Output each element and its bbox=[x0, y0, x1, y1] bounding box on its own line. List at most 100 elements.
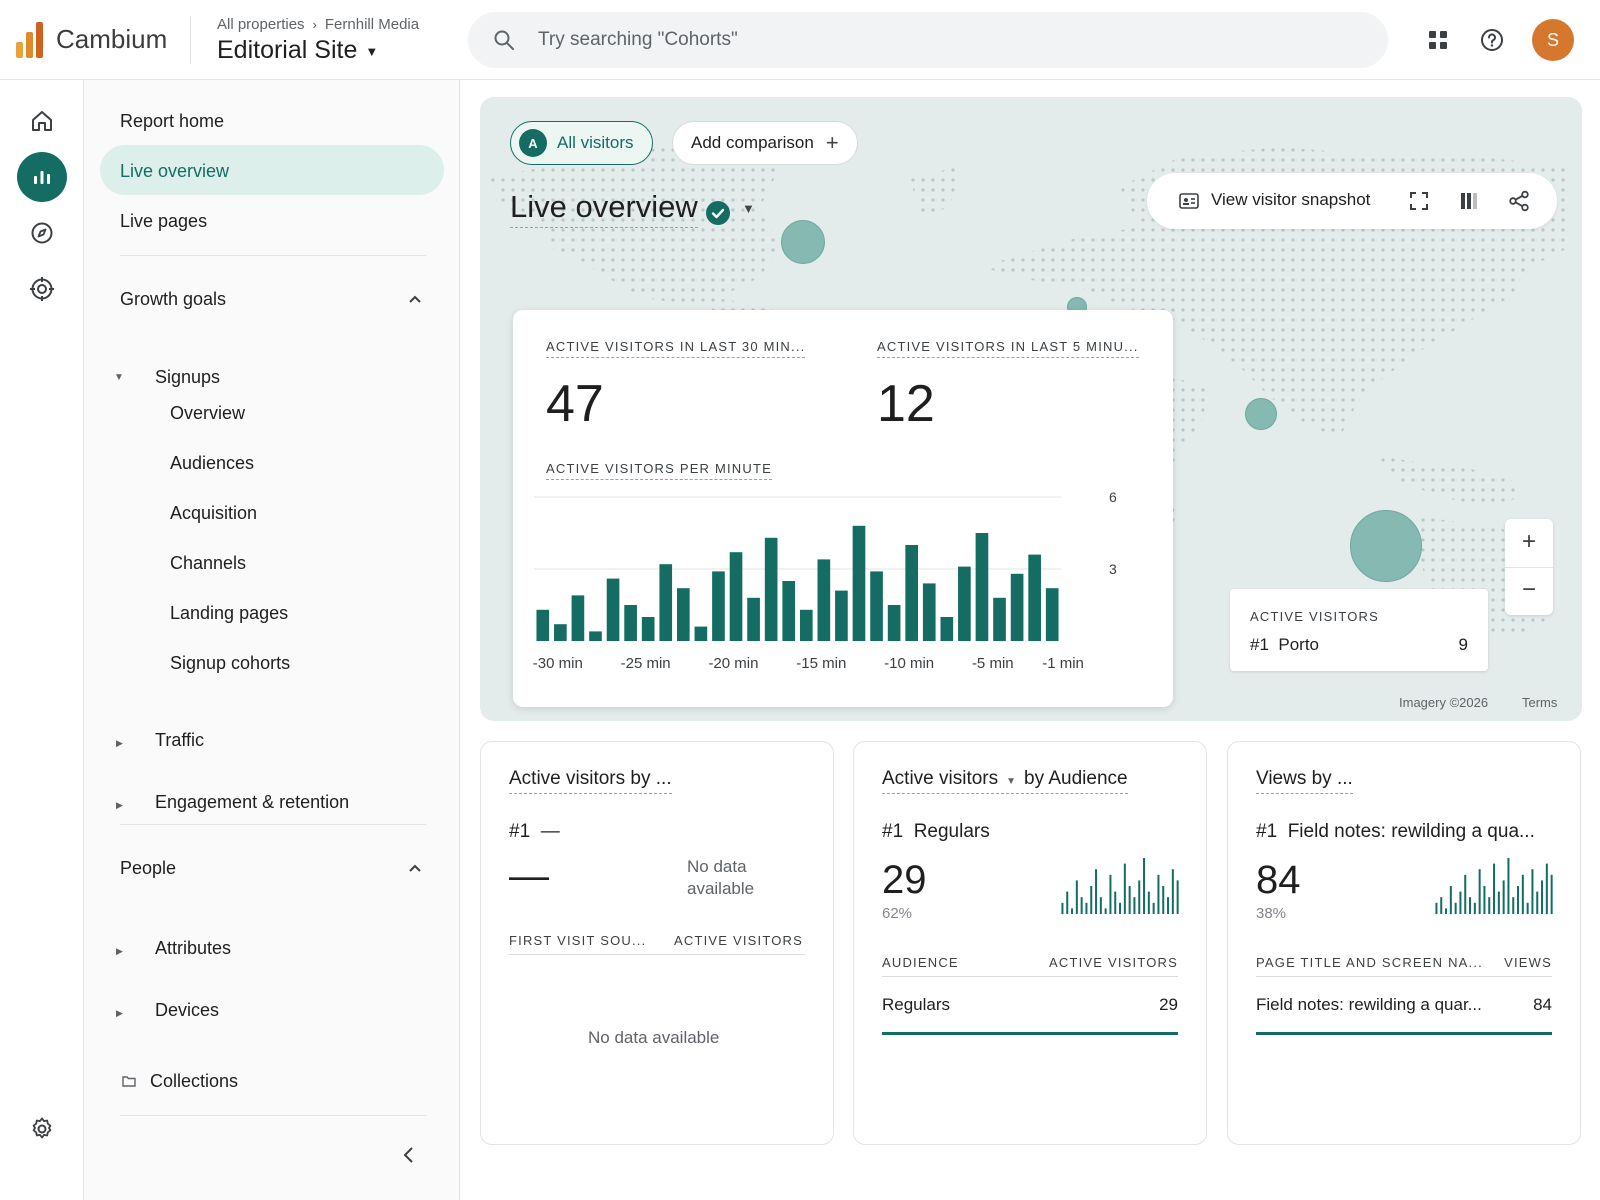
chart-bar[interactable] bbox=[764, 537, 778, 641]
chart-bar[interactable] bbox=[905, 545, 919, 641]
chart-bar[interactable] bbox=[1028, 554, 1041, 641]
card-title[interactable]: Views by ... bbox=[1256, 768, 1353, 794]
caret-down-icon[interactable]: ▼ bbox=[365, 43, 379, 59]
chart-bar[interactable] bbox=[817, 559, 831, 641]
share-icon[interactable] bbox=[1508, 190, 1530, 212]
breadcrumb-account[interactable]: Fernhill Media bbox=[324, 16, 420, 33]
column-header[interactable]: AUDIENCE bbox=[882, 955, 959, 970]
bar-chart-logo-icon[interactable] bbox=[16, 22, 44, 58]
map-bubble[interactable] bbox=[781, 220, 825, 264]
apps-grid-icon[interactable] bbox=[1426, 28, 1450, 52]
nav-devices[interactable]: Devices bbox=[155, 1000, 220, 1020]
property-name[interactable]: Editorial Site bbox=[217, 36, 358, 64]
chart-bar[interactable] bbox=[676, 588, 690, 641]
map-bubble[interactable] bbox=[1350, 510, 1422, 582]
nav-report-home[interactable]: Report home bbox=[120, 111, 225, 131]
zoom-out-button[interactable]: − bbox=[1521, 576, 1536, 603]
nav-signups-audiences[interactable]: Audiences bbox=[170, 453, 255, 473]
avatar[interactable]: S bbox=[1532, 19, 1574, 61]
caret-down-icon[interactable]: ▼ bbox=[114, 372, 124, 383]
brand-name[interactable]: Cambium bbox=[56, 24, 168, 54]
column-header[interactable]: ACTIVE VISITORS bbox=[674, 933, 804, 948]
column-header[interactable]: FIRST VISIT SOU... bbox=[509, 933, 647, 948]
chart-bar[interactable] bbox=[852, 525, 866, 641]
chart-bar[interactable] bbox=[606, 578, 620, 641]
search-icon[interactable] bbox=[492, 28, 516, 52]
chart-bar[interactable] bbox=[641, 617, 655, 641]
kpi-30min-label[interactable]: ACTIVE VISITORS IN LAST 30 MIN... bbox=[546, 339, 806, 358]
chart-bar[interactable] bbox=[975, 533, 989, 641]
column-header[interactable]: ACTIVE VISITORS bbox=[1048, 955, 1178, 970]
fullscreen-icon[interactable] bbox=[1409, 191, 1429, 211]
nav-collections[interactable]: Collections bbox=[150, 1071, 239, 1091]
chart-bar[interactable] bbox=[922, 583, 936, 641]
breadcrumb[interactable]: All properties › Fernhill Media bbox=[217, 16, 419, 33]
column-header[interactable]: VIEWS bbox=[1504, 955, 1552, 970]
caret-right-icon[interactable]: ▶ bbox=[116, 1008, 123, 1018]
search-input[interactable] bbox=[538, 26, 1358, 54]
chart-bar[interactable] bbox=[694, 626, 708, 641]
breadcrumb-all-properties[interactable]: All properties bbox=[217, 16, 305, 33]
column-header[interactable]: PAGE TITLE AND SCREEN NA... bbox=[1256, 955, 1483, 970]
table-cell-label[interactable]: Regulars bbox=[882, 995, 951, 1014]
rail-home-button[interactable] bbox=[17, 96, 67, 146]
nav-people[interactable]: People bbox=[120, 858, 177, 878]
chart-bar[interactable] bbox=[1010, 573, 1024, 641]
help-icon[interactable] bbox=[1479, 27, 1505, 53]
chart-bar[interactable] bbox=[589, 631, 602, 641]
chart-bar[interactable] bbox=[782, 581, 796, 641]
nav-attributes[interactable]: Attributes bbox=[155, 938, 232, 958]
map-bubble[interactable] bbox=[1245, 398, 1277, 430]
chart-bar[interactable] bbox=[624, 605, 637, 641]
chart-bar[interactable] bbox=[958, 566, 971, 641]
chart-bar[interactable] bbox=[712, 571, 725, 641]
nav-traffic[interactable]: Traffic bbox=[155, 730, 205, 750]
snapshot-icon[interactable] bbox=[1179, 192, 1199, 210]
nav-signups-landing-pages[interactable]: Landing pages bbox=[170, 603, 289, 623]
kpi-5min-label[interactable]: ACTIVE VISITORS IN LAST 5 MINU... bbox=[877, 339, 1139, 358]
chart-bar[interactable] bbox=[993, 597, 1006, 641]
caret-down-icon[interactable]: ▼ bbox=[1006, 776, 1017, 787]
chart-bar[interactable] bbox=[536, 609, 550, 641]
rail-settings-button[interactable] bbox=[17, 1104, 67, 1154]
view-visitor-snapshot-button[interactable]: View visitor snapshot bbox=[1211, 190, 1371, 209]
caret-right-icon[interactable]: ▶ bbox=[116, 738, 123, 748]
chart-bar[interactable] bbox=[835, 590, 848, 641]
caret-down-icon[interactable]: ▼ bbox=[742, 201, 755, 216]
nav-live-overview[interactable]: Live overview bbox=[120, 161, 230, 181]
search-bar[interactable] bbox=[468, 12, 1388, 68]
collapse-chevron-left-icon[interactable] bbox=[402, 1146, 416, 1164]
chart-bar[interactable] bbox=[659, 564, 673, 641]
nav-signups[interactable]: Signups bbox=[155, 367, 221, 387]
nav-signups-channels[interactable]: Channels bbox=[170, 553, 247, 573]
add-comparison-button[interactable]: Add comparison + bbox=[672, 121, 858, 165]
chart-bar[interactable] bbox=[940, 617, 954, 641]
caret-right-icon[interactable]: ▶ bbox=[116, 946, 123, 956]
rail-reports-button[interactable] bbox=[17, 152, 67, 202]
chart-bar[interactable] bbox=[554, 624, 567, 641]
terms-link[interactable]: Terms bbox=[1522, 695, 1558, 710]
card-title[interactable]: Active visitors ▼ by Audience bbox=[882, 768, 1128, 794]
chart-bar[interactable] bbox=[571, 595, 585, 641]
rail-explore-button[interactable] bbox=[17, 208, 67, 258]
caret-right-icon[interactable]: ▶ bbox=[116, 800, 123, 810]
chart-bar[interactable] bbox=[729, 552, 743, 641]
property-selector[interactable]: Editorial Site ▼ bbox=[217, 36, 378, 65]
table-cell-label[interactable]: Field notes: rewilding a quar... bbox=[1256, 995, 1482, 1014]
metric-selector[interactable]: Active visitors bbox=[882, 768, 999, 789]
chart-bar[interactable] bbox=[799, 609, 813, 641]
chart-bar[interactable] bbox=[747, 597, 760, 641]
rail-advertising-button[interactable] bbox=[17, 264, 67, 314]
nav-growth-goals[interactable]: Growth goals bbox=[120, 289, 227, 309]
nav-signups-cohorts[interactable]: Signup cohorts bbox=[170, 653, 291, 673]
card-title[interactable]: Active visitors by ... bbox=[509, 768, 672, 794]
compare-columns-icon[interactable] bbox=[1459, 191, 1479, 211]
nav-engagement-retention[interactable]: Engagement & retention bbox=[155, 792, 350, 812]
zoom-in-button[interactable]: + bbox=[1521, 528, 1536, 555]
nav-signups-overview[interactable]: Overview bbox=[170, 403, 246, 423]
chart-bar[interactable] bbox=[870, 571, 883, 641]
chart-bar[interactable] bbox=[1045, 588, 1059, 641]
chevron-up-icon[interactable] bbox=[408, 861, 422, 875]
chevron-up-icon[interactable] bbox=[408, 292, 422, 306]
nav-signups-acquisition[interactable]: Acquisition bbox=[170, 503, 258, 523]
